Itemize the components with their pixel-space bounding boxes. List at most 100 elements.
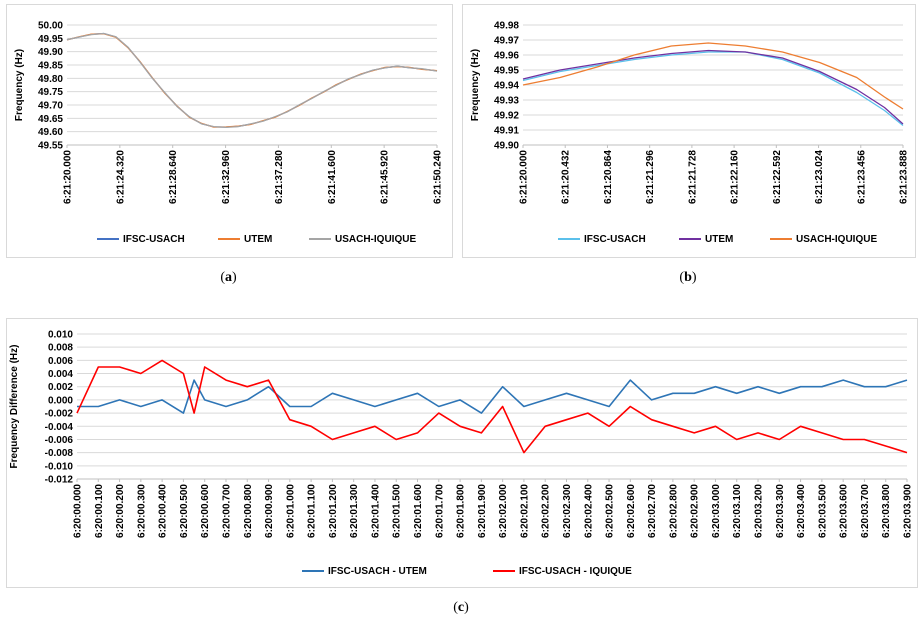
chart-c-x-tick-label: 6:20:02.600 — [626, 484, 637, 538]
chart-c-x-tick-label: 6:20:03.800 — [881, 484, 892, 538]
chart-c-x-tick-label: 6:20:02.800 — [668, 484, 679, 538]
chart-b-x-tick-label: 6:21:21.728 — [687, 150, 698, 204]
chart-c-series-line-1 — [76, 359, 908, 454]
chart-c-x-tick-label: 6:20:00.500 — [179, 484, 190, 538]
chart-a-y-tick-label: 49.55 — [38, 141, 63, 152]
caption-a-open: ( — [220, 270, 225, 285]
chart-b-series-line-1 — [522, 49, 904, 125]
chart-c-x-tick-label: 6:20:01.600 — [413, 484, 424, 538]
chart-c-x-tick-label: 6:20:01.400 — [370, 484, 381, 538]
chart-b-series-line-2 — [522, 42, 904, 110]
chart-c-x-tick-label: 6:20:02.300 — [562, 484, 573, 538]
chart-b-y-tick-label: 49.97 — [494, 36, 519, 47]
chart-a-y-axis-title: Frequency (Hz) — [14, 49, 25, 121]
chart-c-x-tick-label: 6:20:01.200 — [328, 484, 339, 538]
chart-b-y-axis-title: Frequency (Hz) — [470, 49, 481, 121]
chart-a-x-tick-label: 6:21:28.640 — [168, 150, 179, 204]
chart-c-x-tick-label: 6:20:00.200 — [115, 484, 126, 538]
chart-c-x-tick-label: 6:20:03.700 — [860, 484, 871, 538]
chart-c-x-tick-label: 6:20:00.900 — [264, 484, 275, 538]
caption-a: (a) — [6, 270, 451, 286]
chart-c-x-tick-label: 6:20:03.300 — [775, 484, 786, 538]
chart-c-series-line-0 — [77, 379, 908, 414]
chart-c-x-tick-label: 6:20:02.500 — [605, 484, 616, 538]
chart-b-y-tick-label: 49.95 — [494, 66, 519, 77]
caption-a-letter: a — [225, 270, 232, 285]
chart-a-panel: 50.00 49.95 49.90 49.85 49.80 49.75 49.70 49.65… — [6, 4, 453, 258]
chart-a-series-line-2 — [66, 32, 438, 129]
chart-c-x-tick-label: 6:20:00.400 — [158, 484, 169, 538]
chart-b-panel: 49.98 49.97 49.96 49.95 49.94 49.93 49.92 49.91… — [462, 4, 916, 258]
chart-b-series-line-0 — [522, 51, 904, 127]
caption-b-letter: b — [684, 270, 692, 285]
chart-c-x-tick-label: 6:20:02.900 — [690, 484, 701, 538]
chart-b-y-tick-label: 49.93 — [494, 96, 519, 107]
chart-c-y-tick-label: -0.012 — [45, 475, 74, 486]
chart-c-y-tick-label: -0.002 — [45, 409, 74, 420]
chart-b-y-tick-label: 49.96 — [494, 51, 519, 62]
chart-c-x-tick-label: 6:20:01.500 — [392, 484, 403, 538]
chart-a-y-tick-label: 49.75 — [38, 87, 63, 98]
chart-c-x-tick-label: 6:20:00.700 — [221, 484, 232, 538]
chart-b-y-tick-label: 49.90 — [494, 141, 519, 152]
chart-c-x-tick-label: 6:20:03.900 — [903, 484, 914, 538]
caption-b-open: ( — [679, 270, 685, 285]
chart-b-x-tick-label: 6:21:20.432 — [561, 150, 572, 204]
chart-b-y-tick-label: 49.98 — [494, 21, 519, 32]
chart-c-y-tick-label: 0.000 — [48, 395, 73, 406]
chart-c-x-tick-label: 6:20:03.100 — [732, 484, 743, 538]
chart-c-x-tick-label: 6:20:03.400 — [796, 484, 807, 538]
chart-c-x-tick-label: 6:20:01.300 — [349, 484, 360, 538]
chart-b-x-tick-label: 6:21:22.592 — [772, 150, 783, 204]
chart-c-y-tick-label: 0.010 — [48, 330, 73, 341]
chart-c-x-tick-label: 6:20:01.900 — [477, 484, 488, 538]
chart-a-x-tick-label: 6:21:37.280 — [274, 150, 285, 204]
chart-c-y-tick-label: -0.006 — [45, 435, 74, 446]
caption-b: (b) — [462, 270, 914, 286]
chart-c-y-tick-label: -0.008 — [45, 448, 74, 459]
chart-c-y-tick-label: -0.010 — [45, 461, 74, 472]
chart-c: 0.010 0.008 0.006 0.004 0.002 0.000 -0.002 -0.0… — [9, 330, 914, 578]
chart-c-x-tick-label: 6:20:02.700 — [647, 484, 658, 538]
chart-b-y-tick-label: 49.94 — [494, 81, 519, 92]
chart-a: 50.00 49.95 49.90 49.85 49.80 49.75 49.70 49.65… — [14, 21, 444, 246]
chart-b: 49.98 49.97 49.96 49.95 49.94 49.93 49.92 49.91… — [470, 21, 910, 246]
caption-a-close: ) — [232, 270, 237, 285]
chart-c-y-tick-label: 0.008 — [48, 343, 73, 354]
chart-a-y-tick-label: 49.60 — [38, 127, 63, 138]
chart-a-y-tick-label: 49.95 — [38, 34, 63, 45]
chart-c-y-tick-label: -0.004 — [45, 422, 74, 433]
chart-c-x-tick-label: 6:20:02.000 — [498, 484, 509, 538]
caption-c-letter: c — [457, 600, 465, 615]
chart-a-y-tick-label: 49.90 — [38, 47, 63, 58]
chart-c-y-tick-label: 0.006 — [48, 356, 73, 367]
chart-c-panel: 0.010 0.008 0.006 0.004 0.002 0.000 -0.002 -0.0… — [6, 318, 918, 588]
chart-a-legend-label-2: USACH-IQUIQUE — [335, 234, 416, 245]
chart-b-legend-label-1: UTEM — [705, 234, 733, 245]
chart-c-x-tick-label: 6:20:01.100 — [307, 484, 318, 538]
chart-b-x-tick-label: 6:21:21.296 — [645, 150, 656, 204]
chart-a-legend-label-1: UTEM — [244, 234, 272, 245]
chart-c-x-tick-label: 6:20:01.000 — [285, 484, 296, 538]
chart-c-x-tick-label: 6:20:02.400 — [583, 484, 594, 538]
chart-a-y-tick-label: 50.00 — [38, 21, 63, 32]
chart-c-x-tick-label: 6:20:02.200 — [541, 484, 552, 538]
chart-c-x-tick-label: 6:20:00.600 — [200, 484, 211, 538]
chart-a-x-tick-label: 6:21:41.600 — [327, 150, 338, 204]
chart-b-x-tick-label: 6:21:23.888 — [899, 150, 910, 204]
chart-a-x-tick-label: 6:21:45.920 — [380, 150, 391, 204]
caption-c: (c) — [6, 600, 916, 616]
chart-a-x-tick-label: 6:21:20.000 — [63, 150, 74, 204]
chart-b-x-tick-label: 6:21:20.864 — [603, 150, 614, 204]
chart-a-x-tick-label: 6:21:50.240 — [433, 150, 444, 204]
chart-c-x-tick-label: 6:20:00.300 — [136, 484, 147, 538]
chart-c-x-tick-label: 6:20:01.800 — [456, 484, 467, 538]
chart-b-x-tick-label: 6:21:20.000 — [519, 150, 530, 204]
caption-c-open: ( — [453, 600, 458, 615]
chart-c-x-tick-label: 6:20:03.600 — [839, 484, 850, 538]
chart-a-series-line-0 — [66, 32, 438, 128]
chart-b-x-tick-label: 6:21:23.456 — [856, 150, 867, 204]
chart-c-x-tick-label: 6:20:00.800 — [243, 484, 254, 538]
chart-c-legend-label-1: IFSC-USACH - IQUIQUE — [519, 566, 632, 577]
chart-a-y-tick-label: 49.80 — [38, 74, 63, 85]
